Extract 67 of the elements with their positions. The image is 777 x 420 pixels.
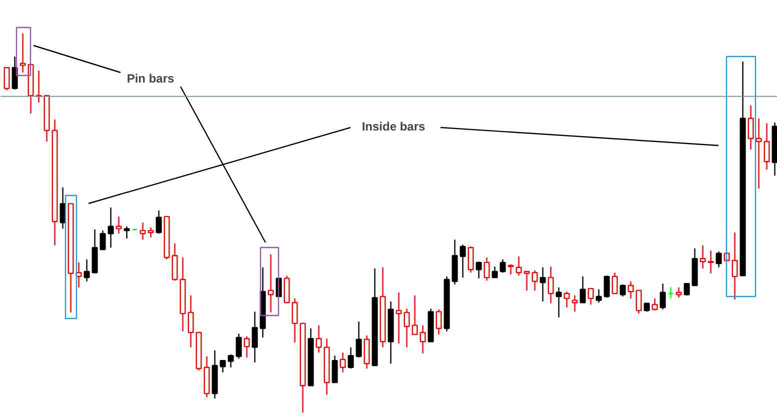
candlestick — [476, 261, 482, 279]
candlestick — [244, 336, 250, 358]
candlestick — [524, 270, 530, 292]
candlestick — [268, 254, 274, 314]
candlestick — [732, 232, 738, 300]
candlestick — [612, 272, 618, 294]
candlestick — [236, 333, 242, 360]
candlestick — [604, 275, 610, 298]
candlestick — [620, 284, 626, 298]
candlestick — [756, 118, 762, 190]
candlestick — [660, 283, 666, 310]
candlestick — [460, 244, 466, 278]
candlestick — [412, 294, 418, 336]
candlestick — [516, 256, 522, 276]
candlestick — [220, 360, 226, 373]
candlestick — [716, 250, 722, 268]
candlestick — [148, 226, 154, 238]
candlestick — [564, 291, 570, 308]
candlestick — [332, 355, 338, 384]
candlestick — [348, 346, 354, 370]
candlestick — [508, 264, 514, 276]
candlestick — [436, 308, 442, 336]
candlestick — [116, 216, 122, 234]
candlestick — [580, 276, 586, 304]
candlestick — [124, 226, 130, 240]
candlestick — [764, 122, 770, 170]
candlestick — [484, 256, 490, 282]
candlestick — [636, 290, 642, 314]
candlestick — [596, 288, 602, 304]
candlestick — [140, 222, 146, 240]
candlestick — [684, 283, 690, 296]
candlestick — [252, 311, 258, 364]
candlestick — [748, 104, 754, 150]
candlestick — [356, 320, 362, 358]
candlestick — [420, 324, 426, 354]
annotation: Inside bars — [362, 120, 426, 134]
candlestick — [396, 292, 402, 344]
candlestick — [708, 250, 714, 274]
candlestick — [548, 266, 554, 304]
candlestick — [556, 286, 562, 318]
candlestick — [468, 246, 474, 274]
candlestick — [228, 354, 234, 368]
candlestick — [540, 266, 546, 302]
candlestick — [292, 298, 298, 343]
candlestick — [84, 258, 90, 282]
candlestick — [156, 210, 162, 234]
candlestick — [500, 258, 506, 274]
candlestick — [340, 352, 346, 373]
candlestick — [668, 286, 674, 300]
candlestick — [12, 56, 18, 90]
candlestick — [628, 280, 634, 300]
candlestick — [700, 244, 706, 270]
candlestick — [588, 288, 594, 306]
annotation: Pin bars — [126, 72, 174, 86]
candlestick — [108, 206, 114, 248]
candlestick — [100, 230, 106, 250]
candlestick — [676, 286, 682, 298]
candlestick — [4, 67, 10, 91]
candlestick — [652, 298, 658, 312]
candlestick — [572, 294, 578, 312]
candlestick — [20, 32, 26, 74]
candlestick — [172, 242, 178, 282]
candlestick — [492, 266, 498, 278]
candlestick — [532, 270, 538, 292]
candlestick — [404, 308, 410, 348]
candlestick — [188, 294, 194, 348]
candlestick — [316, 324, 322, 354]
